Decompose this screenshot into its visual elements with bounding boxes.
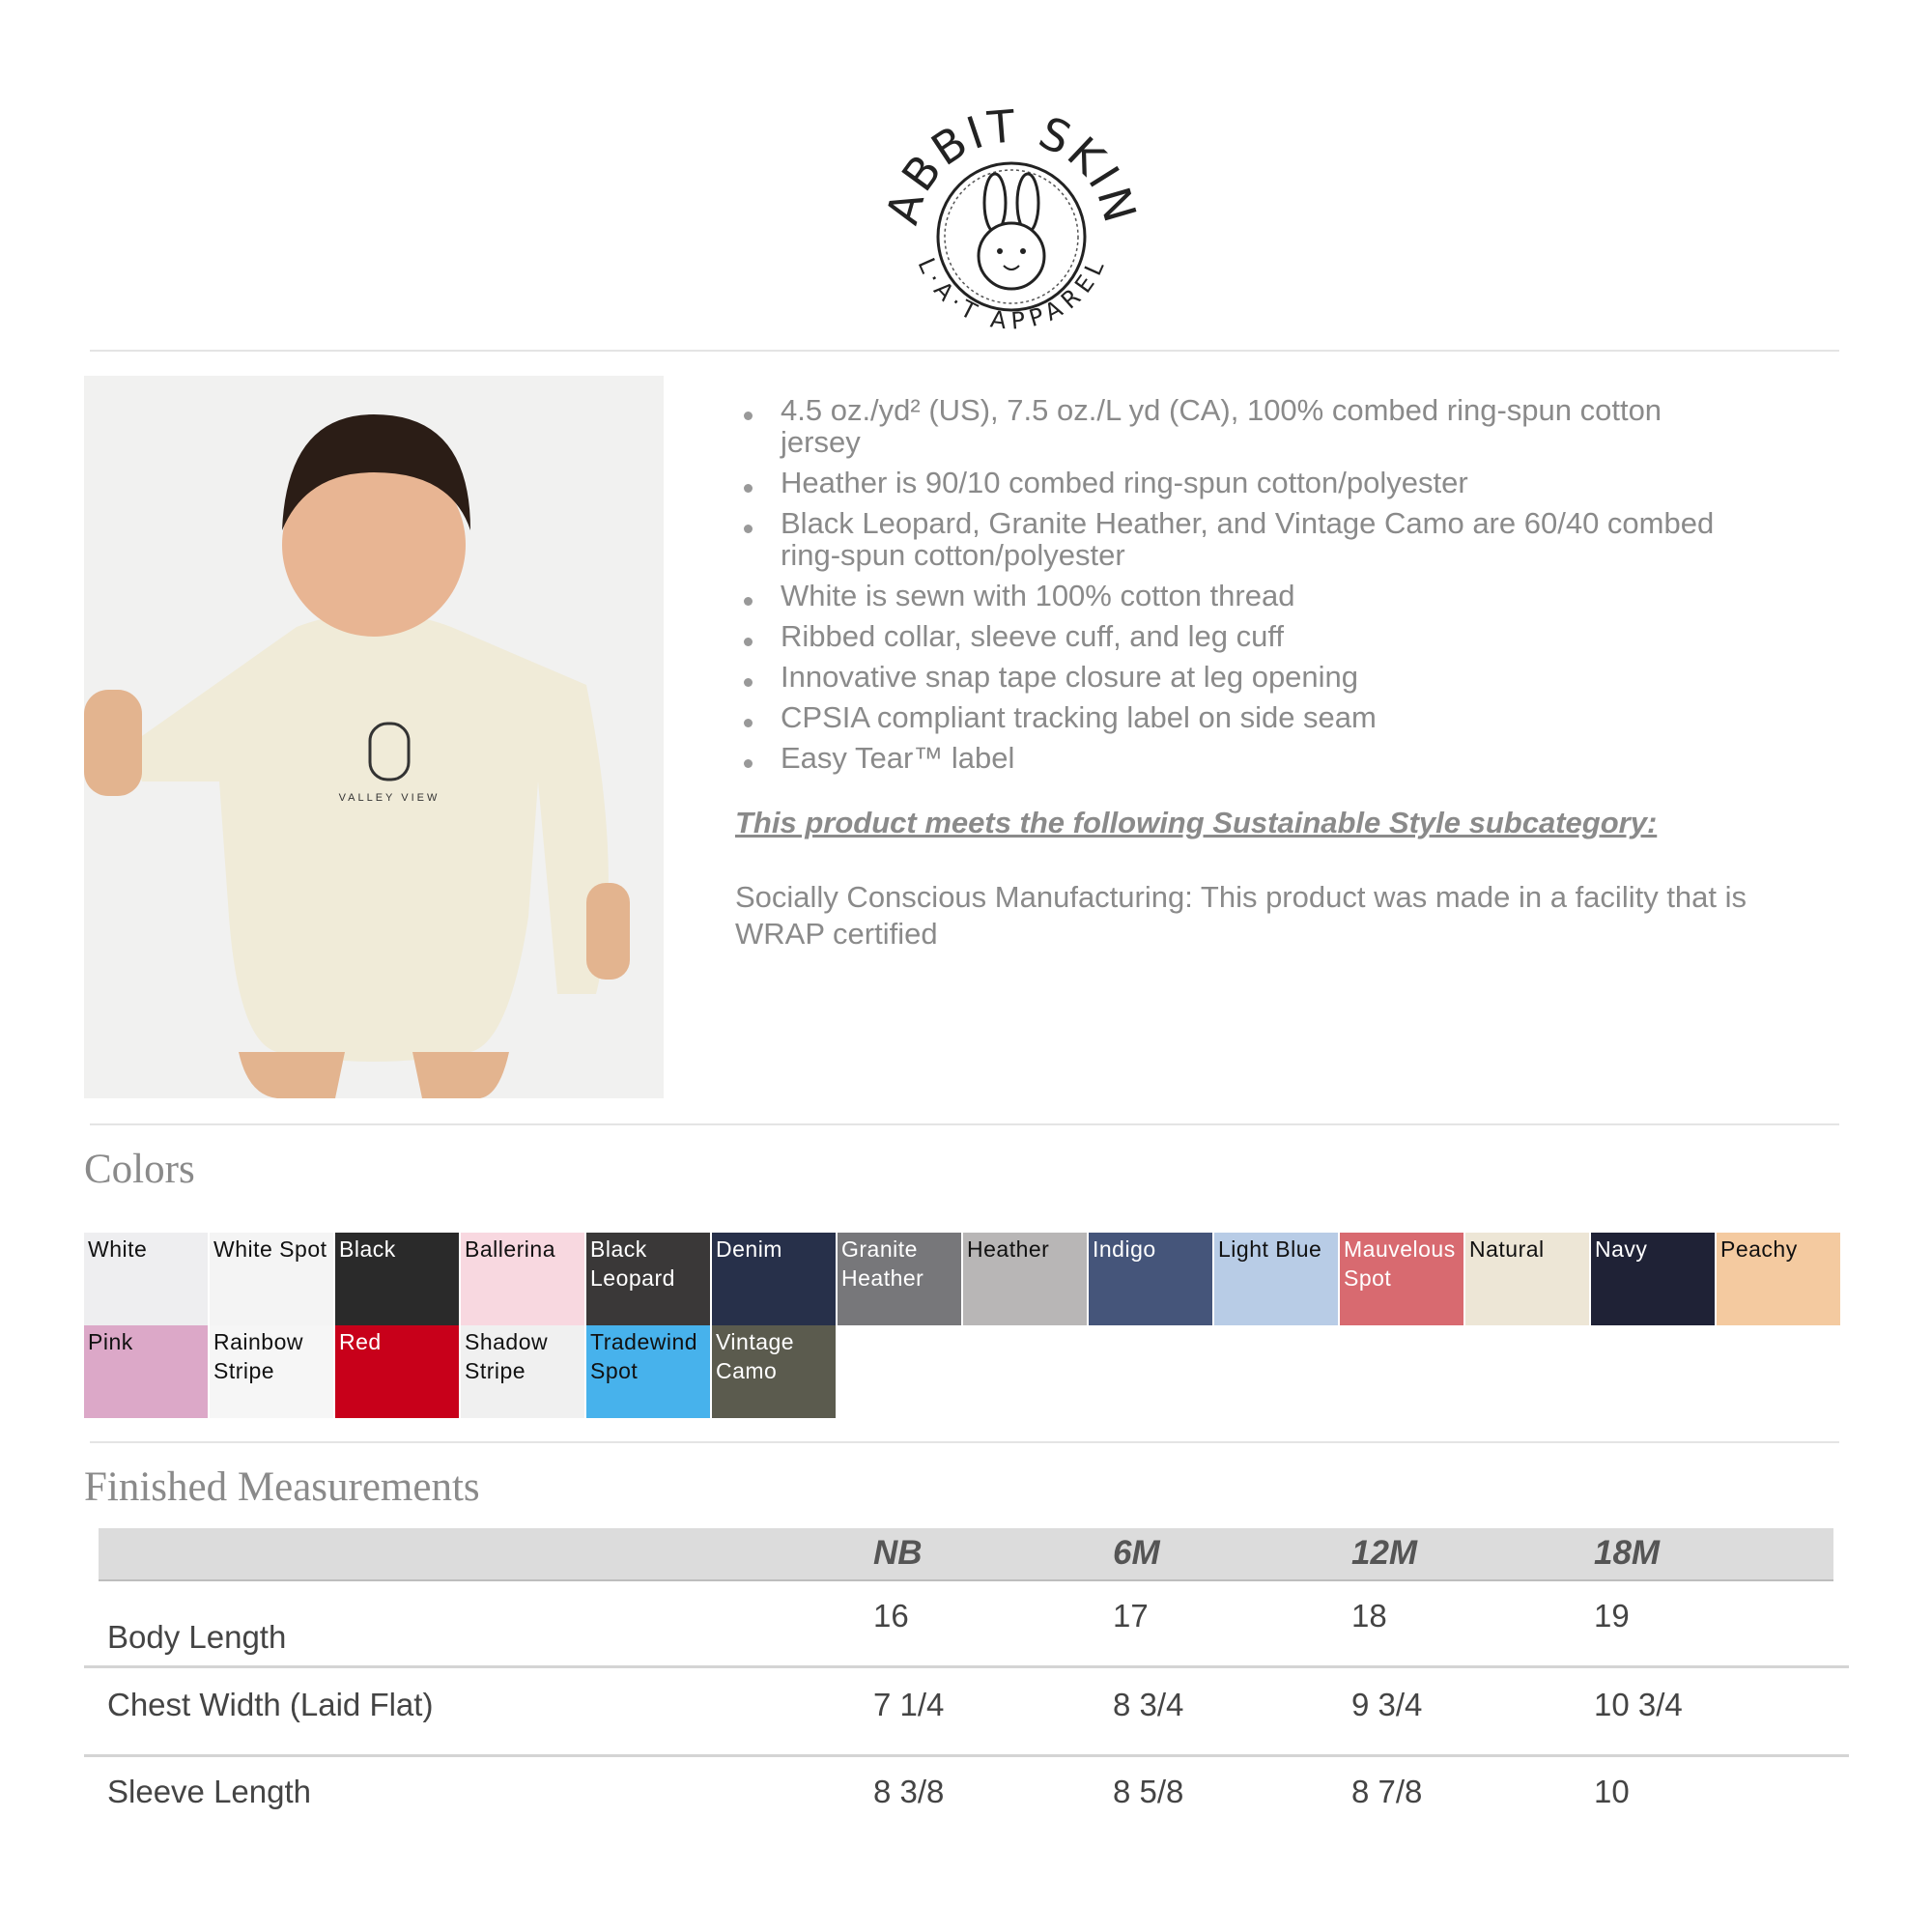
divider	[90, 350, 1839, 352]
color-swatch: Mauvelous Spot	[1340, 1233, 1463, 1325]
cell-value: 18	[1351, 1598, 1387, 1634]
colors-title: Colors	[84, 1147, 195, 1192]
cell-value: 19	[1594, 1598, 1630, 1634]
column-header: NB	[873, 1534, 923, 1572]
swatch-label: White	[88, 1236, 148, 1262]
color-swatch: Vintage Camo	[712, 1325, 836, 1418]
svg-text:VALLEY VIEW: VALLEY VIEW	[339, 792, 440, 804]
swatch-label: Peachy	[1720, 1236, 1798, 1262]
row-divider	[84, 1665, 1849, 1668]
color-swatch: Navy	[1591, 1233, 1715, 1325]
swatch-label: Shadow Stripe	[465, 1329, 549, 1383]
divider	[90, 1123, 1839, 1125]
sustainable-text: Socially Conscious Manufacturing: This p…	[735, 880, 1747, 951]
cell-value: 8 3/8	[873, 1774, 945, 1809]
swatch-label: Natural	[1469, 1236, 1545, 1262]
cell-value: 10	[1594, 1774, 1630, 1809]
column-header: 12M	[1351, 1534, 1418, 1572]
cell-value: 10 3/4	[1594, 1687, 1683, 1722]
swatch-label: Mauvelous Spot	[1344, 1236, 1456, 1291]
divider	[90, 1441, 1839, 1443]
color-swatch: Denim	[712, 1233, 836, 1325]
swatch-label: Vintage Camo	[716, 1329, 795, 1383]
swatch-label: Tradewind Spot	[590, 1329, 698, 1383]
cell-value: 7 1/4	[873, 1687, 945, 1722]
swatch-label: Heather	[967, 1236, 1050, 1262]
swatch-label: Light Blue	[1218, 1236, 1322, 1262]
feature-list: 4.5 oz./yd² (US), 7.5 oz./L yd (CA), 100…	[744, 394, 1739, 782]
column-header: 18M	[1594, 1534, 1661, 1572]
swatch-label: Ballerina	[465, 1236, 555, 1262]
measurements-title: Finished Measurements	[84, 1464, 480, 1510]
product-photo: VALLEY VIEW	[84, 376, 664, 1098]
feature-item: 4.5 oz./yd² (US), 7.5 oz./L yd (CA), 100…	[744, 394, 1739, 458]
row-label: Chest Width (Laid Flat)	[107, 1687, 434, 1722]
color-swatch: Heather	[963, 1233, 1087, 1325]
color-swatch: Peachy	[1717, 1233, 1840, 1325]
feature-item: Heather is 90/10 combed ring-spun cotton…	[744, 467, 1739, 498]
feature-item: White is sewn with 100% cotton thread	[744, 580, 1739, 611]
table-header	[99, 1528, 1833, 1581]
color-swatch: Tradewind Spot	[586, 1325, 710, 1418]
color-swatch: Light Blue	[1214, 1233, 1338, 1325]
feature-item: Easy Tear™ label	[744, 742, 1739, 774]
feature-item: Black Leopard, Granite Heather, and Vint…	[744, 507, 1739, 571]
sustainable-heading: This product meets the following Sustain…	[735, 806, 1658, 839]
feature-item: Ribbed collar, sleeve cuff, and leg cuff	[744, 620, 1739, 652]
cell-value: 16	[873, 1598, 909, 1634]
color-swatch: White	[84, 1233, 208, 1325]
swatch-label: Indigo	[1093, 1236, 1156, 1262]
color-swatch: Shadow Stripe	[461, 1325, 584, 1418]
cell-value: 8 7/8	[1351, 1774, 1423, 1809]
cell-value: 8 5/8	[1113, 1774, 1184, 1809]
logo-brand: RABBIT SKINS	[876, 106, 1147, 231]
color-swatch: Natural	[1465, 1233, 1589, 1325]
swatch-label: Granite Heather	[841, 1236, 924, 1291]
swatch-label: Rainbow Stripe	[213, 1329, 303, 1383]
row-label: Body Length	[107, 1619, 287, 1655]
swatch-label: Denim	[716, 1236, 782, 1262]
feature-item: Innovative snap tape closure at leg open…	[744, 661, 1739, 693]
swatch-label: Pink	[88, 1329, 133, 1354]
swatch-label: Red	[339, 1329, 382, 1354]
color-swatch: Ballerina	[461, 1233, 584, 1325]
cell-value: 8 3/4	[1113, 1687, 1184, 1722]
color-swatch: Indigo	[1089, 1233, 1212, 1325]
swatch-label: Black Leopard	[590, 1236, 675, 1291]
swatch-label: White Spot	[213, 1236, 327, 1262]
cell-value: 17	[1113, 1598, 1149, 1634]
row-label: Sleeve Length	[107, 1774, 312, 1809]
feature-item: CPSIA compliant tracking label on side s…	[744, 701, 1739, 733]
color-swatch: Black	[335, 1233, 459, 1325]
color-swatch: White Spot	[210, 1233, 333, 1325]
color-swatch: Red	[335, 1325, 459, 1418]
color-swatch: Black Leopard	[586, 1233, 710, 1325]
color-swatch: Pink	[84, 1325, 208, 1418]
color-swatch: Rainbow Stripe	[210, 1325, 333, 1418]
logo: RABBIT SKINS L·A·T APPAREL	[876, 106, 1147, 335]
column-header: 6M	[1113, 1534, 1160, 1572]
swatch-label: Navy	[1595, 1236, 1648, 1262]
row-divider	[84, 1754, 1849, 1757]
swatch-label: Black	[339, 1236, 396, 1262]
color-swatch: Granite Heather	[838, 1233, 961, 1325]
cell-value: 9 3/4	[1351, 1687, 1423, 1722]
